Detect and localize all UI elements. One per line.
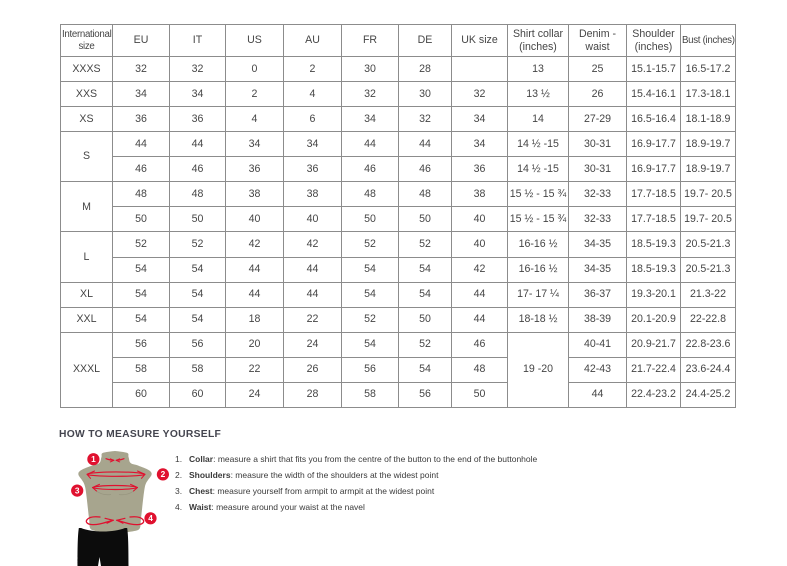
- svg-text:3: 3: [75, 485, 80, 495]
- svg-text:4: 4: [148, 513, 153, 523]
- svg-text:1: 1: [91, 454, 96, 464]
- svg-text:2: 2: [161, 469, 166, 479]
